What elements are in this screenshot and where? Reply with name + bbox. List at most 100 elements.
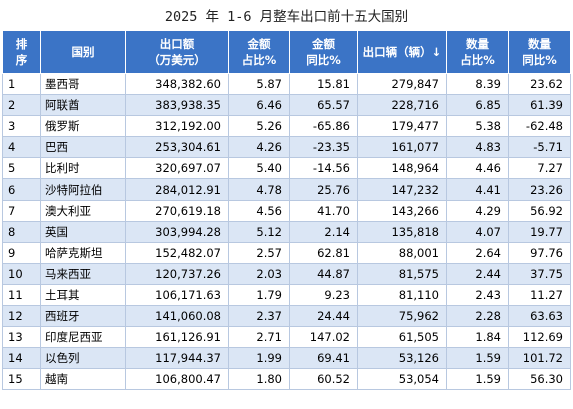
rank-cell: 8 <box>2 220 41 243</box>
rank-cell: 7 <box>2 199 41 222</box>
volume-cell: 148,964 <box>357 157 447 180</box>
header-volume-share[interactable]: 数量 占比% <box>446 30 509 74</box>
volume-yoy-cell: 63.63 <box>508 305 571 328</box>
country-cell: 土耳其 <box>40 283 126 307</box>
amount-cell: 106,171.63 <box>125 283 229 307</box>
rank-cell: 10 <box>2 262 41 285</box>
country-cell: 英国 <box>40 220 126 243</box>
volume-yoy-cell: 112.69 <box>508 326 571 349</box>
amount-yoy-cell: 41.70 <box>289 199 358 222</box>
header-amount[interactable]: 出口额 （万美元） <box>125 30 229 74</box>
header-volume[interactable]: 出口辆（辆）↓ <box>357 30 447 74</box>
header-amount-yoy-line1: 金额 <box>312 37 335 51</box>
amount-yoy-cell: 15.81 <box>289 72 358 96</box>
amount-cell: 120,737.26 <box>125 262 229 285</box>
volume-share-cell: 2.28 <box>446 305 509 328</box>
volume-yoy-cell: 19.77 <box>508 220 571 243</box>
rank-cell: 11 <box>2 283 41 307</box>
volume-share-cell: 4.29 <box>446 199 509 222</box>
country-cell: 马来西亚 <box>40 262 126 285</box>
header-rank-line2: 序 <box>15 53 28 67</box>
header-volume-yoy-line2: 同比% <box>522 53 557 67</box>
table-row: 4 巴西 253,304.61 4.26 -23.35 161,077 4.83 -5.71 <box>2 136 571 159</box>
amount-yoy-cell: -65.86 <box>289 115 358 138</box>
header-amount-share[interactable]: 金额 占比% <box>228 30 290 74</box>
rank-cell: 2 <box>2 94 41 117</box>
table-row: 6 沙特阿拉伯 284,012.91 4.78 25.76 147,232 4.41 23.2… <box>2 178 571 201</box>
export-table: 排 序 国别 出口额 （万美元） 金额 占比% 金额 同比% 出口辆（辆）↓ 数… <box>2 30 571 391</box>
amount-yoy-cell: 44.87 <box>289 262 358 285</box>
amount-cell: 312,192.00 <box>125 115 229 138</box>
country-cell: 沙特阿拉伯 <box>40 178 126 201</box>
volume-share-cell: 1.59 <box>446 347 509 370</box>
country-cell: 澳大利亚 <box>40 199 126 222</box>
volume-cell: 75,962 <box>357 305 447 328</box>
rank-cell: 15 <box>2 368 41 391</box>
volume-share-cell: 4.41 <box>446 178 509 201</box>
volume-share-cell: 2.44 <box>446 262 509 285</box>
rank-cell: 1 <box>2 72 41 96</box>
rank-cell: 12 <box>2 305 41 328</box>
volume-yoy-cell: 11.27 <box>508 283 571 307</box>
amount-yoy-cell: 25.76 <box>289 178 358 201</box>
table-row: 15 越南 106,800.47 1.80 60.52 53,054 1.59 56.30 <box>2 368 571 391</box>
table-row: 14 以色列 117,944.37 1.99 69.41 53,126 1.59 101.72 <box>2 347 571 370</box>
amount-cell: 141,060.08 <box>125 305 229 328</box>
rank-cell: 4 <box>2 136 41 159</box>
rank-cell: 6 <box>2 178 41 201</box>
country-cell: 以色列 <box>40 347 126 370</box>
volume-cell: 143,266 <box>357 199 447 222</box>
header-rank[interactable]: 排 序 <box>2 30 41 74</box>
header-amount-line2: （万美元） <box>148 53 206 67</box>
volume-cell: 161,077 <box>357 136 447 159</box>
amount-share-cell: 2.03 <box>228 262 290 285</box>
country-cell: 阿联酋 <box>40 94 126 117</box>
table-title: 2025 年 1-6 月整车出口前十五大国别 <box>164 9 409 25</box>
volume-yoy-cell: 56.30 <box>508 368 571 391</box>
volume-share-cell: 2.43 <box>446 283 509 307</box>
volume-share-cell: 4.07 <box>446 220 509 243</box>
amount-share-cell: 1.80 <box>228 368 290 391</box>
volume-cell: 179,477 <box>357 115 447 138</box>
header-volume-yoy-line1: 数量 <box>528 37 551 51</box>
table-row: 1 墨西哥 348,382.60 5.87 15.81 279,847 8.39 23.62 <box>2 72 571 96</box>
amount-cell: 117,944.37 <box>125 347 229 370</box>
volume-cell: 228,716 <box>357 94 447 117</box>
amount-cell: 161,126.91 <box>125 326 229 349</box>
country-cell: 越南 <box>40 368 126 391</box>
country-cell: 印度尼西亚 <box>40 326 126 349</box>
volume-cell: 81,575 <box>357 262 447 285</box>
header-amount-yoy[interactable]: 金额 同比% <box>289 30 358 74</box>
header-volume-yoy[interactable]: 数量 同比% <box>508 30 571 74</box>
volume-yoy-cell: 37.75 <box>508 262 571 285</box>
amount-cell: 253,304.61 <box>125 136 229 159</box>
volume-share-cell: 2.64 <box>446 241 509 264</box>
volume-yoy-cell: 7.27 <box>508 157 571 180</box>
volume-share-cell: 8.39 <box>446 72 509 96</box>
amount-share-cell: 5.12 <box>228 220 290 243</box>
table-body: 1 墨西哥 348,382.60 5.87 15.81 279,847 8.39 23.62 2… <box>2 72 571 391</box>
table-row: 3 俄罗斯 312,192.00 5.26 -65.86 179,477 5.38 -62.4… <box>2 115 571 138</box>
amount-yoy-cell: 69.41 <box>289 347 358 370</box>
volume-share-cell: 4.83 <box>446 136 509 159</box>
volume-cell: 61,505 <box>357 326 447 349</box>
header-rank-line1: 排 <box>15 37 28 51</box>
volume-share-cell: 1.59 <box>446 368 509 391</box>
header-volume-share-line1: 数量 <box>466 37 489 51</box>
amount-cell: 106,800.47 <box>125 368 229 391</box>
amount-cell: 284,012.91 <box>125 178 229 201</box>
volume-cell: 81,110 <box>357 283 447 307</box>
header-country[interactable]: 国别 <box>40 30 126 74</box>
table-row: 7 澳大利亚 270,619.18 4.56 41.70 143,266 4.29 56.92 <box>2 199 571 222</box>
amount-cell: 303,994.28 <box>125 220 229 243</box>
table-row: 13 印度尼西亚 161,126.91 2.71 147.02 61,505 1.84 112… <box>2 326 571 349</box>
rank-cell: 5 <box>2 157 41 180</box>
rank-cell: 3 <box>2 115 41 138</box>
amount-yoy-cell: 62.81 <box>289 241 358 264</box>
amount-share-cell: 2.57 <box>228 241 290 264</box>
amount-yoy-cell: -14.56 <box>289 157 358 180</box>
amount-share-cell: 4.78 <box>228 178 290 201</box>
rank-cell: 13 <box>2 326 41 349</box>
country-cell: 墨西哥 <box>40 72 126 96</box>
header-amount-yoy-line2: 同比% <box>306 53 341 67</box>
